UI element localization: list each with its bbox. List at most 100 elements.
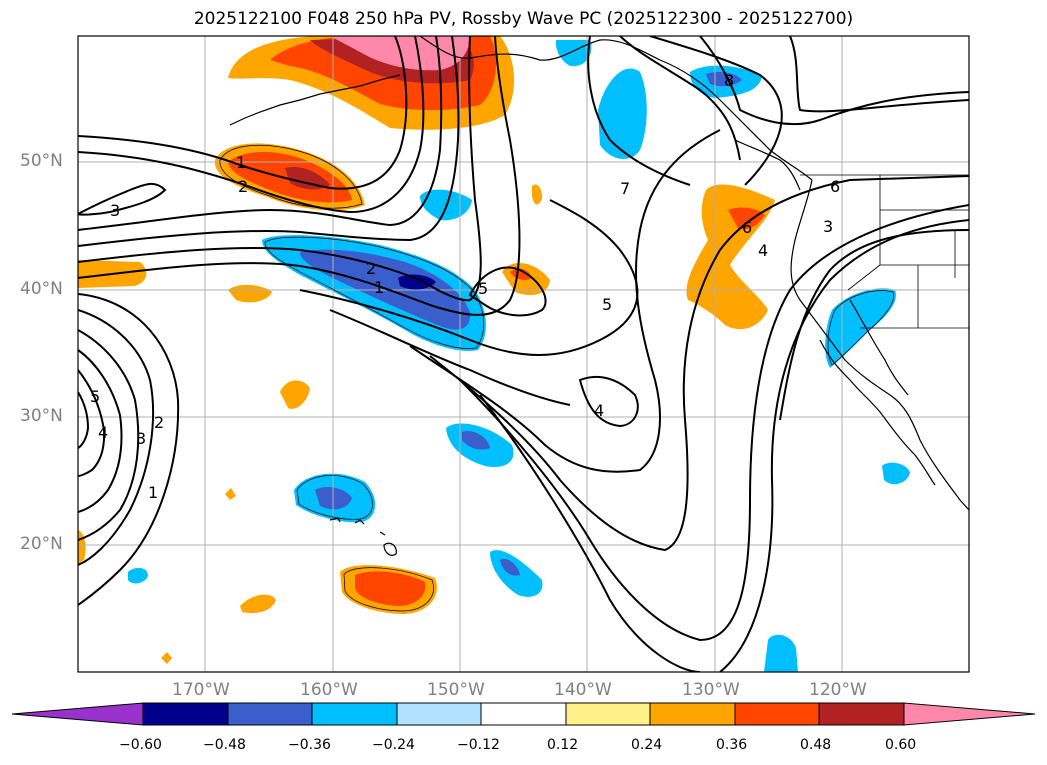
contour-label: 1 <box>374 278 384 297</box>
colorbar-tick: −0.60 <box>119 737 162 753</box>
contour-wave-7 <box>409 129 721 473</box>
contour-upper-1 <box>78 36 408 190</box>
warm-blob-50n-peak <box>285 166 330 190</box>
warm-blob-30n <box>280 380 310 409</box>
contour-wave-2 <box>78 36 521 316</box>
contour-label: 2 <box>366 259 376 278</box>
colorbar-bin <box>480 702 567 726</box>
aleutians <box>229 74 401 126</box>
contour-label: 4 <box>594 401 604 420</box>
warm-blob-145w-core <box>510 268 532 280</box>
colorbar <box>11 702 1036 726</box>
colorbar-tick: 0.60 <box>885 737 917 753</box>
outline-baja-blob <box>827 290 895 366</box>
contour-gulf-3 <box>649 36 783 186</box>
contour-left-5 <box>78 391 90 449</box>
contour-label: 4 <box>758 241 768 260</box>
colorbar-extend-left <box>11 702 144 726</box>
outline-18n-blob <box>343 567 434 612</box>
colorbar-bin <box>649 702 736 726</box>
contour-label: 8 <box>724 71 734 90</box>
lon-label-150w: 150°W <box>427 680 485 700</box>
plot-area: 1 2 3 1 2 3 4 5 1 2 4 5 6 7 8 3 6 4 5 <box>78 36 969 672</box>
hawaii-islands <box>329 517 397 556</box>
vancouver-island <box>734 139 801 191</box>
contour-label: 5 <box>602 295 612 314</box>
colorbar-tick: −0.48 <box>203 737 246 753</box>
warm-blob-18n-core <box>355 571 426 606</box>
colorbar-bin <box>311 702 398 726</box>
cool-band-40n-peak <box>398 274 436 290</box>
contour-wave-4 <box>299 199 639 356</box>
contour-upper-5 <box>78 36 460 247</box>
contour-wave-5 <box>329 309 571 406</box>
contour-label: 1 <box>148 483 158 502</box>
lon-label-160w: 160°W <box>300 680 358 700</box>
colorbar-tick: 0.24 <box>631 737 663 753</box>
contour-gulf-1 <box>587 36 691 186</box>
contour-labels: 1 2 3 1 2 3 4 5 1 2 4 5 6 7 8 3 6 4 5 <box>90 71 840 502</box>
contour-wave-6 <box>578 375 639 428</box>
cool-blob-24n <box>882 462 910 485</box>
cool-blob-bottom <box>764 634 798 672</box>
lat-label-30n: 30°N <box>20 406 63 426</box>
cool-blob-140w <box>555 40 592 67</box>
contour-label: 3 <box>136 429 146 448</box>
lon-label-170w: 170°W <box>172 680 230 700</box>
cool-blob-left-17n <box>128 567 148 584</box>
outline-50n-blob <box>219 144 363 209</box>
contour-label: 1 <box>236 153 246 172</box>
cool-blob-27n-core <box>462 430 490 450</box>
contour-left-3 <box>78 349 123 513</box>
contour-label: 6 <box>742 218 752 237</box>
outline-40n-band <box>264 236 484 349</box>
baja-peninsula <box>819 339 936 486</box>
colorbar-tick: 0.12 <box>547 737 579 753</box>
lon-label-120w: 120°W <box>809 680 867 700</box>
contour-wave-1 <box>78 36 482 302</box>
lat-label-20n: 20°N <box>20 534 63 554</box>
contour-label: 4 <box>98 423 108 442</box>
cool-blob-17n-core <box>500 559 520 576</box>
anomaly-outlines <box>219 144 895 612</box>
contour-wave-8 <box>429 175 969 552</box>
contour-left-4 <box>78 369 106 477</box>
contour-upper-3 <box>78 183 167 216</box>
contour-wave-12 <box>779 229 969 421</box>
colorbar-tick: −0.36 <box>288 737 331 753</box>
contour-gulf-5 <box>789 36 969 113</box>
warm-band-130w-core <box>728 207 765 230</box>
contour-label: 5 <box>90 387 100 406</box>
contour-upper-2 <box>78 36 425 214</box>
gulf-california <box>849 299 909 396</box>
state-borders <box>847 175 969 328</box>
warm-blob-tiny-2 <box>161 652 172 664</box>
pv-contours <box>78 36 969 672</box>
contour-left-2 <box>78 329 140 541</box>
gridlines <box>78 36 969 672</box>
colorbar-tick: 0.48 <box>800 737 832 753</box>
contour-label: 2 <box>238 177 248 196</box>
political-borders <box>800 174 969 329</box>
contour-wave-11 <box>719 219 969 672</box>
contour-wave-10 <box>479 394 701 672</box>
lat-label-50n: 50°N <box>20 151 63 171</box>
warm-blob-144w <box>532 184 542 205</box>
us-west-coast <box>790 179 969 511</box>
colorbar-tick: 0.36 <box>716 737 748 753</box>
contour-label: 3 <box>110 201 120 220</box>
warm-blob-tiny-1 <box>225 488 236 500</box>
colorbar-tick: −0.24 <box>372 737 415 753</box>
contour-gulf-4 <box>699 36 969 126</box>
contour-wave-3 <box>468 266 547 317</box>
positive-anomaly-shading <box>78 36 775 664</box>
colorbar-bin <box>565 702 651 726</box>
colorbar-bin <box>734 702 820 726</box>
map-title: 2025122100 F048 250 hPa PV, Rossby Wave … <box>193 9 854 29</box>
contour-label: 2 <box>154 413 164 432</box>
lon-label-140w: 140°W <box>554 680 612 700</box>
colorbar-bin <box>818 702 905 726</box>
warm-blob-17n <box>240 594 276 614</box>
contour-label: 3 <box>823 217 833 236</box>
